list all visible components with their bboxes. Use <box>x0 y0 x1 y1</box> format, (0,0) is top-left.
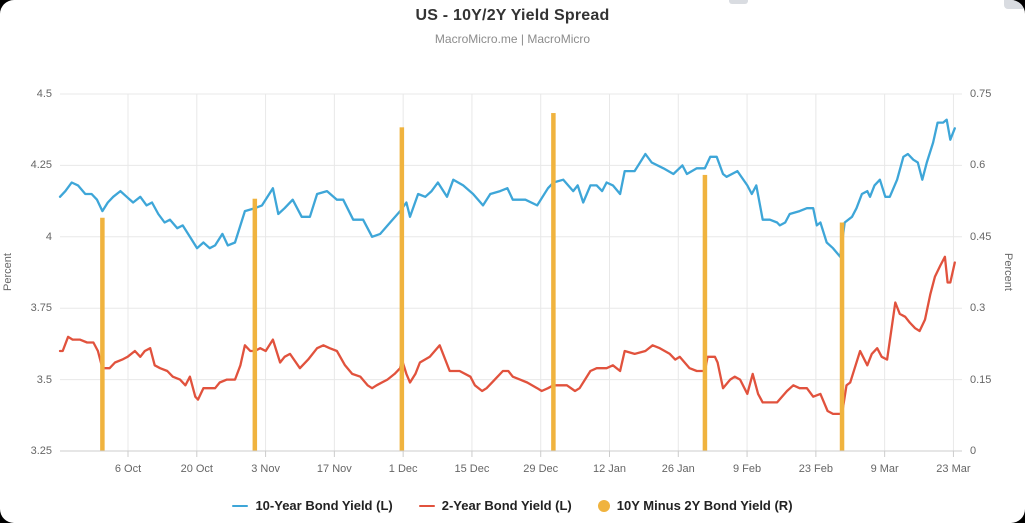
right-axis-tick-label: 0.3 <box>970 302 986 315</box>
right-axis-tick-label: 0 <box>970 445 977 457</box>
left-axis-tick-label: 4.5 <box>36 88 52 100</box>
left-axis-tick-label: 3.75 <box>30 302 52 315</box>
chart-subtitle: MacroMicro.me | MacroMicro <box>434 32 591 46</box>
x-axis-tick-label: 6 Oct <box>114 463 142 475</box>
ten-year-yield-line <box>58 118 956 258</box>
spread-column <box>399 127 405 451</box>
chart-legend: 10-Year Bond Yield (L) 2-Year Bond Yield … <box>0 498 1025 513</box>
x-axis-tick-label: 9 Feb <box>732 463 762 475</box>
right-axis-tick-label: 0.6 <box>970 159 986 172</box>
x-axis-tick-label: 23 Mar <box>936 463 971 475</box>
screen-edge-artifact <box>729 0 748 4</box>
spread-column <box>100 217 105 451</box>
legend-line-marker-icon <box>232 504 249 507</box>
right-axis-tick-label: 0.45 <box>970 230 992 243</box>
right-axis-tick-label: 0.15 <box>970 373 992 386</box>
spread-column <box>839 222 845 451</box>
legend-line-marker-icon <box>418 504 435 507</box>
legend-item-10y[interactable]: 10-Year Bond Yield (L) <box>232 498 393 513</box>
legend-item-2y[interactable]: 2-Year Bond Yield (L) <box>418 498 572 513</box>
x-axis-tick-label: 17 Nov <box>316 463 352 475</box>
legend-item-label: 2-Year Bond Yield (L) <box>441 498 572 513</box>
legend-item-label: 10Y Minus 2Y Bond Yield (R) <box>616 498 793 513</box>
legend-item-label: 10-Year Bond Yield (L) <box>255 498 393 513</box>
left-axis-tick-label: 3.25 <box>30 445 52 457</box>
left-axis-tick-label: 4.25 <box>30 159 52 172</box>
spread-column <box>551 113 556 451</box>
x-axis-tick-label: 26 Jan <box>661 463 695 475</box>
x-axis-tick-label: 12 Jan <box>592 463 627 475</box>
x-axis-tick-label: 9 Mar <box>870 463 899 475</box>
x-axis-tick-label: 20 Oct <box>180 463 213 475</box>
spread-column <box>702 174 708 451</box>
left-axis-tick-label: 4 <box>45 230 52 243</box>
x-axis-tick-label: 15 Dec <box>454 463 490 475</box>
x-axis-tick-label: 23 Feb <box>798 463 833 475</box>
x-axis-tick-label: 1 Dec <box>388 463 418 475</box>
spread-column <box>252 198 258 451</box>
x-axis-tick-label: 29 Dec <box>523 463 559 475</box>
legend-circle-marker-icon <box>597 499 610 512</box>
left-axis-tick-label: 3.5 <box>36 373 52 386</box>
right-axis-tick-label: 0.75 <box>970 88 992 100</box>
legend-item-spread[interactable]: 10Y Minus 2Y Bond Yield (R) <box>597 498 793 513</box>
two-year-yield-line <box>58 255 956 416</box>
screen-edge-artifact <box>1004 0 1025 9</box>
x-axis-tick-label: 3 Nov <box>251 463 280 475</box>
chart-title: US - 10Y/2Y Yield Spread <box>415 7 610 24</box>
